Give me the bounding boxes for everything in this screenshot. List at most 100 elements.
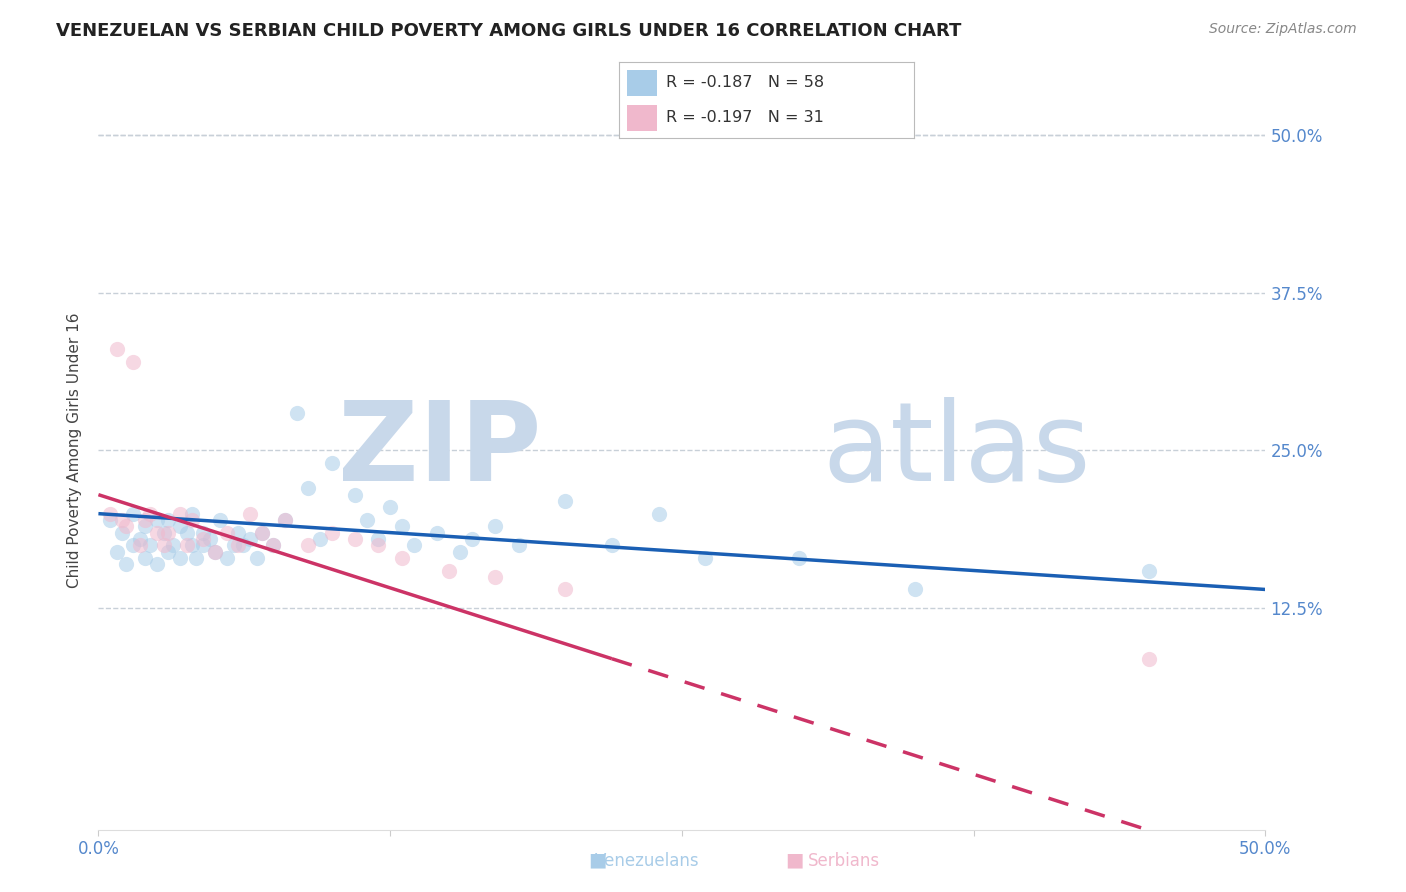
Point [309,532,332,546]
Point [222,538,245,552]
Point [180,513,202,527]
Point [157,525,180,540]
Point [105,343,128,357]
Point [344,488,367,502]
Point [129,532,152,546]
Point [98,513,121,527]
Point [162,538,184,552]
Point [321,525,343,540]
Point [139,507,162,521]
Point [193,525,215,540]
Point [204,544,226,558]
Point [215,550,238,565]
Text: Serbians: Serbians [807,852,880,870]
Point [380,500,402,515]
Point [297,538,319,552]
Point [193,538,215,552]
Point [484,570,506,584]
Point [111,513,134,527]
Point [1137,564,1160,578]
Point [180,507,202,521]
Text: ■: ■ [785,851,804,870]
Point [437,564,460,578]
Text: atlas: atlas [823,397,1091,504]
Point [122,507,145,521]
Point [344,532,367,546]
Point [461,532,484,546]
Point [402,538,425,552]
Point [232,538,254,552]
Point [176,538,198,552]
Point [262,538,284,552]
Point [297,482,319,496]
Point [169,519,191,533]
Point [146,557,169,572]
Point [111,525,134,540]
Point [208,513,231,527]
Text: ■: ■ [588,851,607,870]
Point [180,538,202,552]
Point [285,405,308,420]
Point [146,513,169,527]
Point [239,507,262,521]
Point [904,582,927,597]
Point [1137,652,1160,666]
Bar [627,70,657,95]
Text: Source: ZipAtlas.com: Source: ZipAtlas.com [1209,22,1357,37]
Point [157,544,180,558]
Point [554,494,576,508]
Point [134,550,156,565]
Point [391,519,413,533]
Point [204,544,226,558]
Point [239,532,262,546]
Point [98,507,121,521]
Point [115,557,138,572]
Point [391,550,413,565]
Point [169,550,191,565]
Point [122,355,145,369]
Point [139,538,162,552]
Point [186,550,208,565]
Point [152,525,174,540]
Point [228,538,250,552]
Point [215,525,238,540]
Point [228,525,250,540]
Point [105,544,128,558]
Point [193,532,215,546]
Point [152,538,174,552]
Point [554,582,576,597]
Point [250,525,273,540]
Point [146,525,169,540]
Text: ZIP: ZIP [339,397,541,504]
Text: VENEZUELAN VS SERBIAN CHILD POVERTY AMONG GIRLS UNDER 16 CORRELATION CHART: VENEZUELAN VS SERBIAN CHILD POVERTY AMON… [56,22,962,40]
Point [115,519,138,533]
Point [274,513,297,527]
Point [134,513,156,527]
Point [157,513,180,527]
Point [600,538,623,552]
Text: Venezuelans: Venezuelans [595,852,699,870]
Point [647,507,669,521]
Point [134,519,156,533]
Point [321,456,343,470]
Point [129,538,152,552]
Y-axis label: Child Poverty Among Girls Under 16: Child Poverty Among Girls Under 16 [67,313,83,588]
Point [262,538,284,552]
Point [449,544,471,558]
Point [356,513,378,527]
Point [122,538,145,552]
Point [250,525,273,540]
Point [787,550,810,565]
Point [484,519,506,533]
Point [508,538,530,552]
Text: R = -0.197   N = 31: R = -0.197 N = 31 [666,110,824,125]
Point [246,550,269,565]
Point [367,532,389,546]
Point [200,532,222,546]
Point [695,550,717,565]
Point [367,538,389,552]
Point [426,525,449,540]
Bar [627,105,657,130]
Point [274,513,297,527]
Text: R = -0.187   N = 58: R = -0.187 N = 58 [666,76,824,90]
